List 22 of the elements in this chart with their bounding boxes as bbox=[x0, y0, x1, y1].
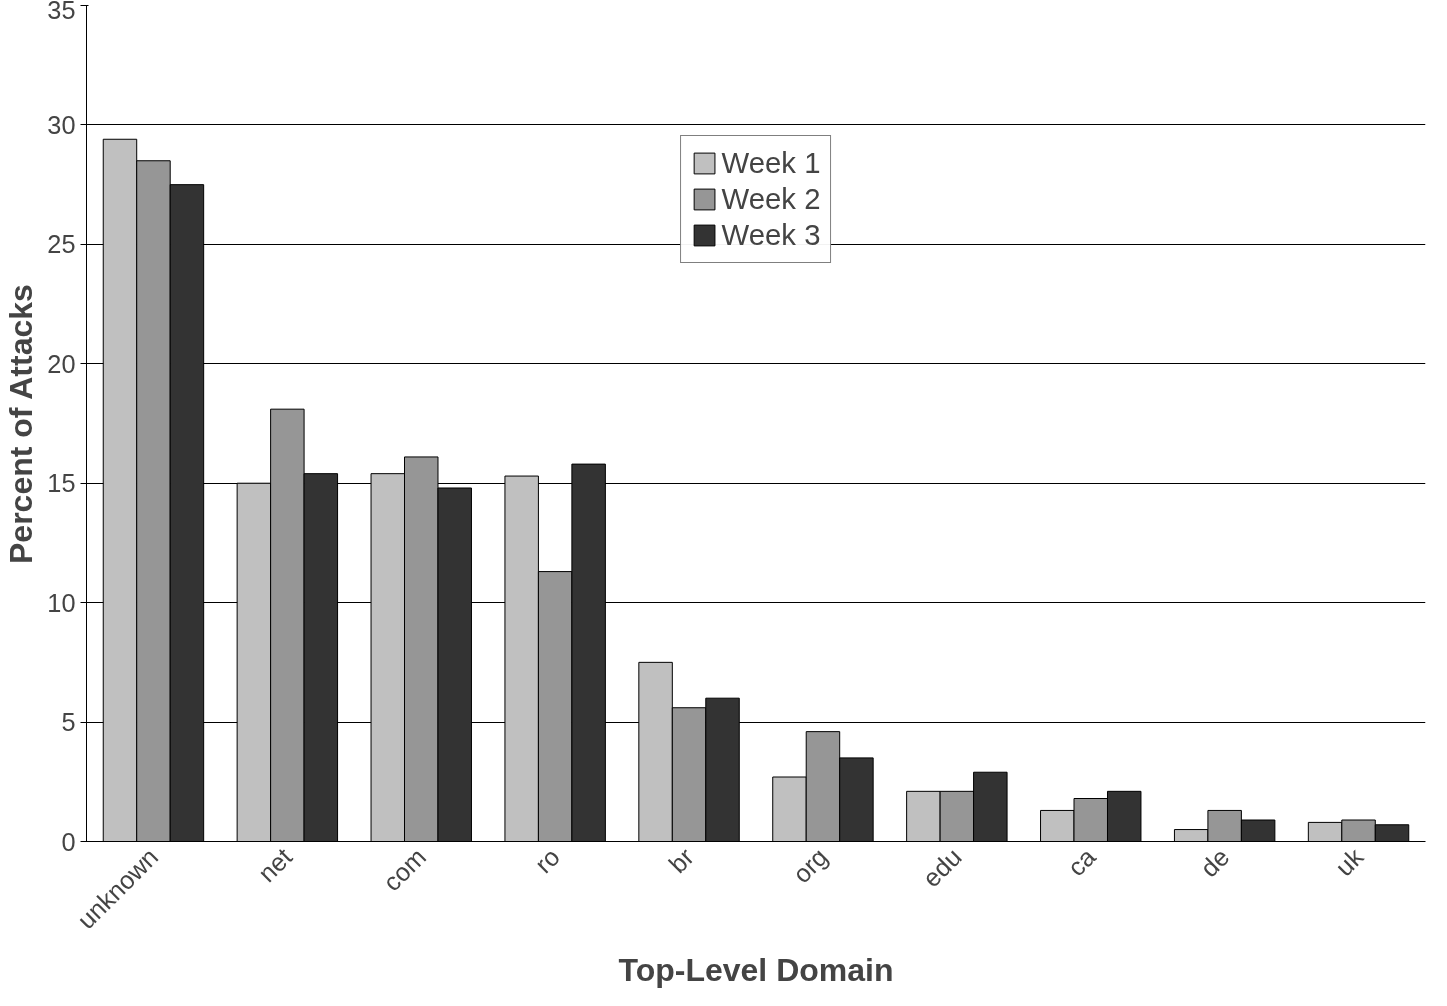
x-tick-label: uk bbox=[1329, 842, 1369, 882]
x-tick-label: org bbox=[787, 842, 833, 889]
x-tick-label: net bbox=[252, 842, 298, 888]
legend-label: Week 1 bbox=[721, 146, 821, 180]
y-tick-label: 20 bbox=[47, 349, 76, 378]
legend-label: Week 3 bbox=[721, 218, 821, 252]
y-tick-label: 30 bbox=[47, 110, 76, 139]
x-tick-label: com bbox=[377, 842, 432, 897]
y-tick-label: 25 bbox=[47, 230, 76, 259]
y-axis-title: Percent of Attacks bbox=[3, 284, 40, 564]
y-tick-label: 35 bbox=[47, 0, 76, 24]
y-tick-label: 5 bbox=[61, 708, 76, 737]
x-tick-label: ca bbox=[1061, 841, 1102, 882]
y-tick-label: 10 bbox=[47, 588, 76, 617]
x-tick-label: br bbox=[663, 842, 700, 879]
legend-label: Week 2 bbox=[721, 182, 821, 216]
y-tick-label: 15 bbox=[47, 469, 76, 498]
y-tick-label: 0 bbox=[61, 827, 76, 856]
x-tick-label: edu bbox=[917, 842, 967, 893]
x-axis-title: Top-Level Domain bbox=[618, 951, 894, 988]
x-tick-label: ro bbox=[529, 842, 566, 879]
x-tick-label: de bbox=[1194, 842, 1235, 883]
